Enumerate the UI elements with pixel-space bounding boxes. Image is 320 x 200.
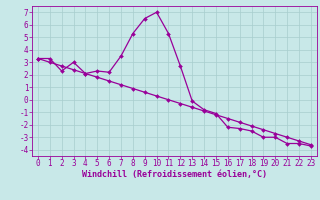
X-axis label: Windchill (Refroidissement éolien,°C): Windchill (Refroidissement éolien,°C): [82, 170, 267, 179]
